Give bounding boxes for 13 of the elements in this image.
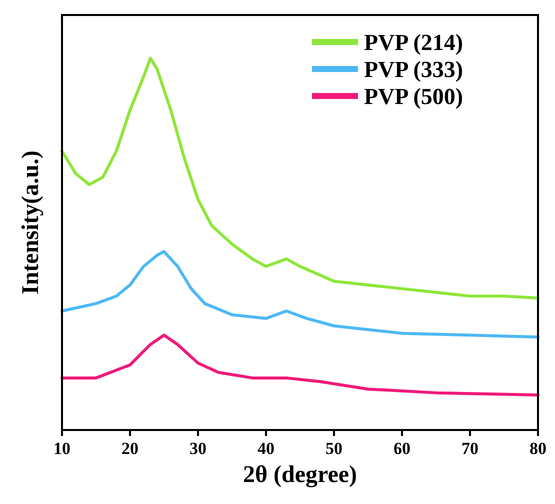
legend-label: PVP (333) [364,57,464,82]
x-tick-label: 60 [394,439,410,458]
y-axis-title: Intensity(a.u.) [18,150,44,295]
x-tick-label: 50 [326,439,342,458]
x-tick-label: 80 [530,439,546,458]
x-tick-label: 20 [122,439,138,458]
x-tick-label: 40 [258,439,274,458]
x-tick-label: 30 [190,439,206,458]
legend-label: PVP (214) [364,30,464,55]
x-tick-label: 70 [462,439,478,458]
x-tick-label: 10 [54,439,70,458]
legend-label: PVP (500) [364,84,464,109]
x-axis-title: 2θ (degree) [242,462,358,488]
